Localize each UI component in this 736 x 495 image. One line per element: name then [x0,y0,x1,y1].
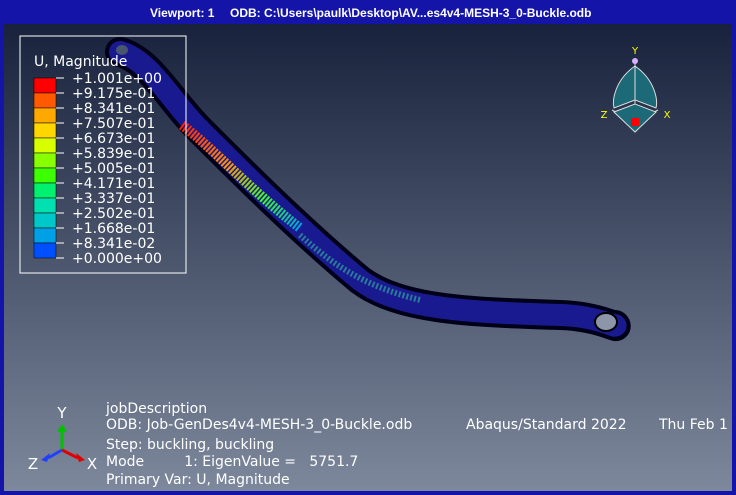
legend-swatch [33,152,57,169]
legend-label: +6.673e-01 [72,131,155,147]
legend-label: +3.337e-01 [72,191,155,207]
info-line: Mode 1: EigenValue = 5751.7 [106,454,358,470]
info-line: Step: buckling, buckling [106,437,274,453]
legend-label: +0.000e+00 [72,251,162,267]
legend-label: +2.502e-01 [72,206,155,222]
legend-swatch [33,182,57,199]
triad-label: Z [601,110,608,121]
legend-swatch [33,227,57,244]
legend-label: +5.005e-01 [72,161,155,177]
legend-swatch [33,197,57,214]
axis-triad: Y Z X [28,404,97,473]
legend-label: +9.175e-01 [72,86,155,102]
part [105,37,631,342]
viewport-label: Viewport: 1 [150,6,215,20]
triad-label: X [664,110,671,121]
triad-label: Y [631,46,639,57]
legend-swatch [33,122,57,139]
legend-label: +7.507e-01 [72,116,155,132]
legend-label: +8.341e-01 [72,101,155,117]
legend: U, Magnitude +1.001e+00+9.175e-01+8.341e… [19,35,187,274]
legend-label: +8.341e-02 [72,236,155,252]
view-triad: Y Z X [601,46,671,133]
info-line: Thu Feb 1 [658,417,728,433]
legend-swatch [33,107,57,124]
legend-swatch [33,212,57,229]
triad-label: X [87,455,97,473]
legend-swatch [33,137,57,154]
legend-label: +1.001e+00 [72,71,162,87]
legend-swatch [33,92,57,109]
frame-edge [0,491,736,495]
legend-title: U, Magnitude [34,54,127,70]
legend-label: +1.668e-01 [72,221,155,237]
legend-swatch [33,77,57,94]
frame-edge [732,0,736,495]
info-line: Abaqus/Standard 2022 [466,417,627,433]
legend-label: +4.171e-01 [72,176,155,192]
triad-label: Z [28,455,38,473]
info-line: ODB: Job-GenDes4v4-MESH-3_0-Buckle.odb [106,417,412,433]
legend-box [19,35,187,274]
canvas [4,24,732,491]
legend-swatch [33,167,57,184]
legend-swatch [33,242,57,259]
info-line: jobDescription [105,401,207,417]
legend-label: +5.839e-01 [72,146,155,162]
triad-label: Y [56,404,67,422]
info-line: Primary Var: U, Magnitude [106,472,290,488]
odb-path: ODB: C:\Users\paulk\Desktop\AV...es4v4-M… [230,6,591,20]
